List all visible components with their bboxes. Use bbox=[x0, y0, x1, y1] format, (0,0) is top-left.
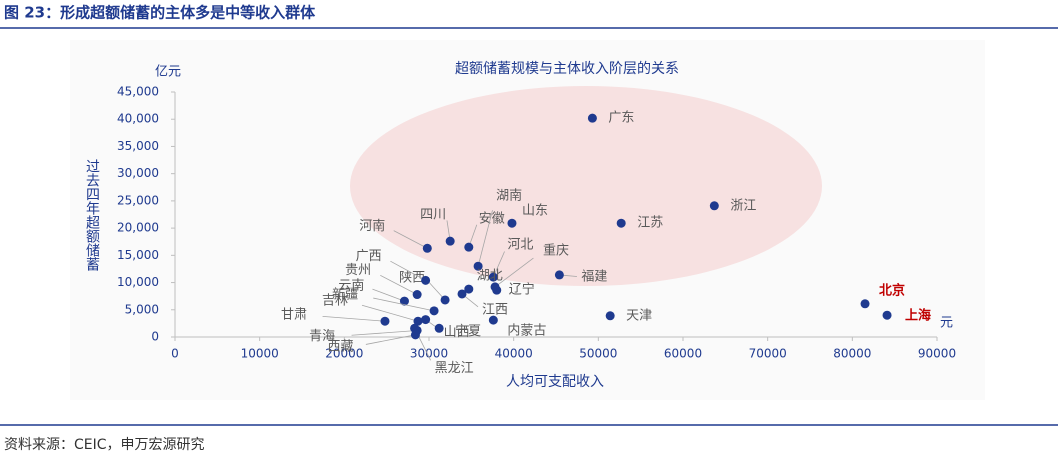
x-unit: 元 bbox=[940, 316, 953, 331]
data-point bbox=[410, 323, 420, 333]
x-tick-label: 20000 bbox=[325, 347, 363, 361]
highlight-ellipse bbox=[350, 86, 822, 286]
source-note: 资料来源：CEIC，申万宏源研究 bbox=[4, 437, 205, 453]
point-label: 宁夏 bbox=[455, 323, 481, 339]
leader-line bbox=[494, 257, 534, 288]
point-label: 安徽 bbox=[479, 212, 505, 227]
x-tick-label: 80000 bbox=[833, 347, 871, 361]
point-label: 江西 bbox=[482, 302, 508, 317]
data-point bbox=[473, 261, 483, 271]
leader-line bbox=[351, 330, 418, 336]
leader-line bbox=[380, 274, 418, 295]
y-unit: 亿元 bbox=[155, 65, 181, 80]
x-tick-label: 90000 bbox=[918, 347, 956, 361]
point-label: 广西 bbox=[356, 249, 382, 264]
data-point bbox=[457, 289, 467, 299]
y-tick-label: 45,000 bbox=[117, 85, 159, 99]
point-label: 新疆 bbox=[332, 286, 358, 302]
data-point bbox=[616, 218, 626, 228]
leader-line bbox=[373, 297, 435, 312]
point-label: 四川 bbox=[420, 208, 446, 223]
point-label: 甘肃 bbox=[281, 308, 307, 323]
x-tick-label: 60000 bbox=[664, 347, 702, 361]
point-label: 湖北 bbox=[477, 269, 503, 284]
point-label: 山东 bbox=[522, 204, 548, 219]
point-label: 吉林 bbox=[322, 294, 348, 309]
leader-line bbox=[372, 288, 405, 302]
point-label: 内蒙古 bbox=[507, 323, 546, 339]
data-point bbox=[860, 299, 870, 309]
y-tick-label: 35,000 bbox=[117, 139, 159, 153]
point-label: 山西 bbox=[444, 325, 470, 340]
y-tick-label: 30,000 bbox=[117, 166, 159, 180]
data-point bbox=[587, 113, 597, 123]
data-point bbox=[412, 290, 422, 300]
point-label: 重庆 bbox=[543, 242, 569, 258]
data-point bbox=[464, 284, 474, 294]
point-label: 河北 bbox=[507, 238, 533, 253]
y-tick-label: 10,000 bbox=[117, 275, 159, 289]
x-tick-label: 30000 bbox=[410, 347, 448, 361]
x-tick-label: 10000 bbox=[241, 347, 279, 361]
leader-line bbox=[390, 260, 426, 281]
point-label: 河南 bbox=[359, 218, 385, 234]
data-point bbox=[422, 243, 432, 253]
leader-line bbox=[492, 251, 505, 278]
point-label: 云南 bbox=[338, 278, 364, 294]
point-label: 北京 bbox=[879, 282, 905, 298]
figure-title: 图 23：形成超额储蓄的主体多是中等收入群体 bbox=[4, 4, 316, 22]
chart-title: 超额储蓄规模与主体收入阶层的关系 bbox=[455, 61, 679, 77]
point-label: 福建 bbox=[581, 269, 607, 284]
y-axis-title: 过去四年超额储蓄 bbox=[84, 159, 100, 272]
point-label: 天津 bbox=[626, 308, 652, 323]
data-point bbox=[492, 285, 502, 295]
data-point bbox=[709, 201, 719, 211]
data-point bbox=[605, 311, 615, 321]
y-tick-label: 25,000 bbox=[117, 193, 159, 207]
data-point bbox=[507, 218, 517, 228]
leader-line bbox=[477, 210, 493, 267]
data-point bbox=[399, 296, 409, 306]
x-tick-label: 70000 bbox=[749, 347, 787, 361]
x-tick-label: 50000 bbox=[579, 347, 617, 361]
data-point bbox=[413, 316, 423, 326]
data-point bbox=[421, 315, 431, 325]
x-axis-title: 人均可支配收入 bbox=[506, 374, 604, 390]
leader-line bbox=[365, 334, 416, 345]
leader-line bbox=[361, 304, 419, 322]
data-point bbox=[464, 242, 474, 252]
data-point bbox=[882, 310, 892, 320]
point-label: 上海 bbox=[905, 308, 931, 324]
y-tick-label: 40,000 bbox=[117, 112, 159, 126]
data-point bbox=[429, 306, 439, 316]
data-point bbox=[434, 323, 444, 333]
point-label: 浙江 bbox=[730, 198, 756, 213]
data-point bbox=[554, 270, 564, 280]
data-point bbox=[410, 330, 420, 340]
point-label: 青海 bbox=[309, 329, 335, 344]
y-tick-label: 0 bbox=[151, 330, 159, 344]
point-label: 广东 bbox=[608, 111, 634, 126]
y-tick-label: 5,000 bbox=[125, 302, 159, 316]
point-label: 辽宁 bbox=[509, 282, 535, 298]
data-point bbox=[488, 272, 498, 282]
x-tick-label: 40000 bbox=[495, 347, 533, 361]
x-tick-label: 0 bbox=[171, 347, 179, 361]
data-point bbox=[488, 315, 498, 325]
point-label: 江苏 bbox=[637, 215, 663, 231]
y-tick-label: 20,000 bbox=[117, 221, 159, 235]
y-tick-label: 15,000 bbox=[117, 248, 159, 262]
point-label: 湖南 bbox=[496, 188, 522, 204]
point-label: 黑龙江 bbox=[435, 361, 474, 376]
data-point bbox=[380, 316, 390, 326]
data-point bbox=[421, 275, 431, 285]
leader-line bbox=[322, 316, 386, 322]
data-point bbox=[440, 295, 450, 305]
leader-line bbox=[393, 230, 428, 249]
point-label: 贵州 bbox=[345, 263, 371, 278]
point-label: 西藏 bbox=[327, 339, 353, 354]
data-point bbox=[445, 236, 455, 246]
point-label: 陕西 bbox=[399, 270, 425, 285]
